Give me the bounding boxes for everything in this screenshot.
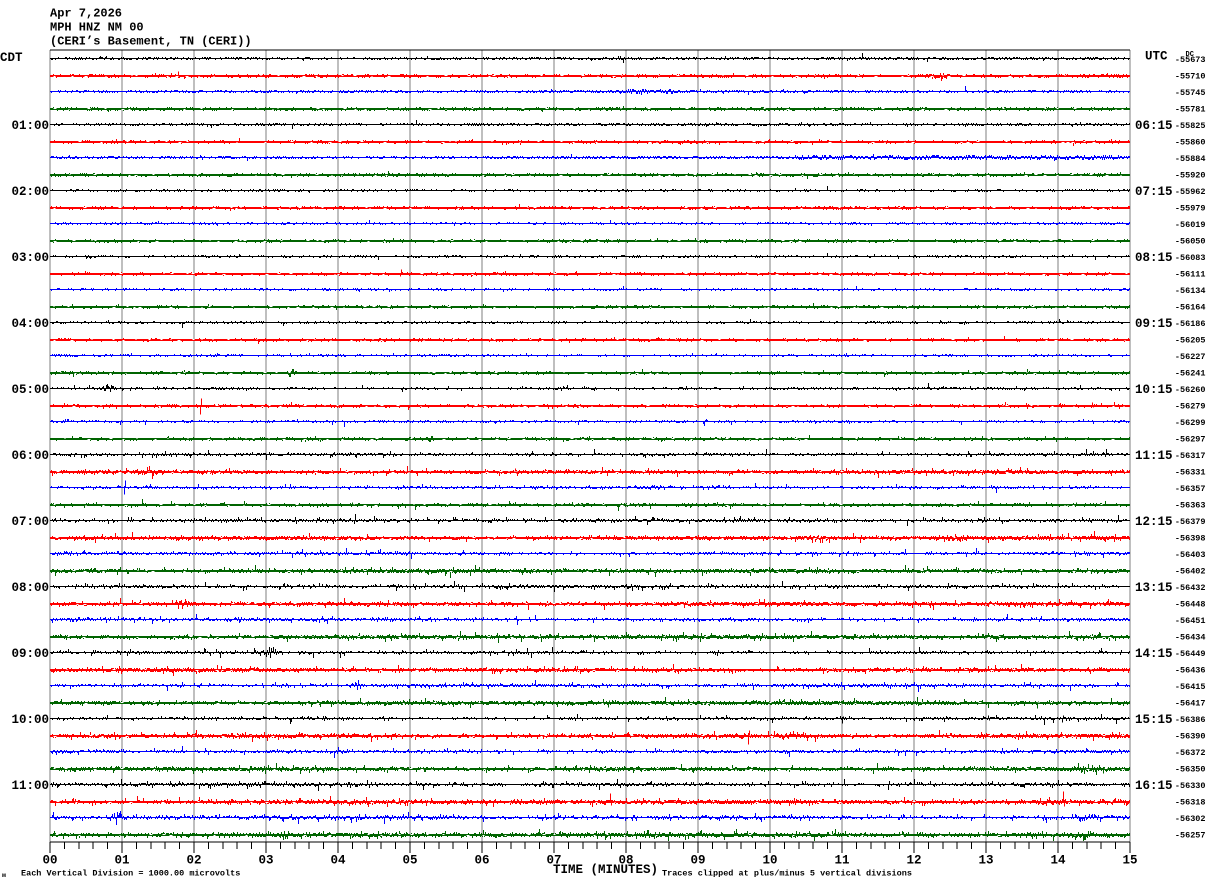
svg-text:DC: DC	[1186, 51, 1194, 59]
svg-text:-55962: -55962	[1175, 187, 1206, 197]
svg-text:-56297: -56297	[1175, 435, 1206, 445]
svg-text:-56299: -56299	[1175, 418, 1206, 428]
svg-text:-55884: -55884	[1175, 154, 1206, 164]
svg-text:01: 01	[114, 854, 129, 868]
svg-text:-56019: -56019	[1175, 220, 1206, 230]
svg-text:15:15: 15:15	[1135, 713, 1173, 727]
svg-text:12:15: 12:15	[1135, 515, 1173, 529]
svg-text:-56050: -56050	[1175, 237, 1206, 247]
svg-text:11: 11	[834, 854, 849, 868]
svg-text:-56449: -56449	[1175, 649, 1206, 659]
svg-text:12: 12	[906, 854, 921, 868]
svg-text:-56241: -56241	[1175, 369, 1206, 379]
svg-text:06:00: 06:00	[11, 449, 49, 463]
svg-text:-56403: -56403	[1175, 550, 1206, 560]
svg-text:08:15: 08:15	[1135, 251, 1173, 265]
svg-text:16:15: 16:15	[1135, 779, 1173, 793]
svg-text:06:15: 06:15	[1135, 119, 1173, 133]
svg-text:09:00: 09:00	[11, 647, 49, 661]
svg-text:-56372: -56372	[1175, 748, 1206, 758]
svg-text:09: 09	[690, 854, 705, 868]
svg-text:Traces clipped at plus/minus 5: Traces clipped at plus/minus 5 vertical …	[662, 869, 912, 879]
svg-text:-55745: -55745	[1175, 88, 1206, 98]
svg-text:-56434: -56434	[1175, 633, 1206, 643]
svg-text:11:00: 11:00	[11, 779, 49, 793]
svg-text:-55673: -55673	[1175, 55, 1206, 65]
svg-text:07:00: 07:00	[11, 515, 49, 529]
svg-text:-56386: -56386	[1175, 715, 1206, 725]
svg-text:CDT: CDT	[0, 51, 23, 65]
svg-text:-56317: -56317	[1175, 451, 1206, 461]
svg-text:-56417: -56417	[1175, 699, 1206, 709]
svg-text:-55825: -55825	[1175, 121, 1206, 131]
svg-text:05:00: 05:00	[11, 383, 49, 397]
svg-text:14:15: 14:15	[1135, 647, 1173, 661]
svg-text:-56363: -56363	[1175, 501, 1206, 511]
svg-text:-56357: -56357	[1175, 484, 1206, 494]
svg-text:м: м	[2, 872, 6, 879]
svg-text:15: 15	[1122, 854, 1137, 868]
svg-text:-55979: -55979	[1175, 204, 1206, 214]
svg-text:01:00: 01:00	[11, 119, 49, 133]
svg-text:-55860: -55860	[1175, 138, 1206, 148]
svg-text:-55781: -55781	[1175, 105, 1206, 115]
svg-text:13:15: 13:15	[1135, 581, 1173, 595]
svg-text:Apr 7,2026: Apr 7,2026	[50, 7, 122, 21]
svg-text:07:15: 07:15	[1135, 185, 1173, 199]
svg-text:-56436: -56436	[1175, 666, 1206, 676]
svg-text:03: 03	[258, 854, 273, 868]
svg-text:-56260: -56260	[1175, 385, 1206, 395]
svg-text:02:00: 02:00	[11, 185, 49, 199]
svg-text:07: 07	[546, 854, 561, 868]
svg-text:-56350: -56350	[1175, 765, 1206, 775]
svg-text:-56432: -56432	[1175, 583, 1206, 593]
svg-text:14: 14	[1050, 854, 1066, 868]
svg-text:06: 06	[474, 854, 489, 868]
svg-text:-56302: -56302	[1175, 814, 1206, 824]
svg-text:08: 08	[618, 854, 633, 868]
svg-text:00: 00	[42, 854, 57, 868]
svg-text:10:15: 10:15	[1135, 383, 1173, 397]
svg-text:-56083: -56083	[1175, 253, 1206, 263]
svg-text:-56164: -56164	[1175, 303, 1206, 313]
svg-text:-56398: -56398	[1175, 534, 1206, 544]
svg-text:TIME (MINUTES): TIME (MINUTES)	[553, 863, 658, 877]
svg-text:03:00: 03:00	[11, 251, 49, 265]
svg-text:09:15: 09:15	[1135, 317, 1173, 331]
svg-text:-55920: -55920	[1175, 171, 1206, 181]
svg-text:-56318: -56318	[1175, 798, 1206, 808]
svg-text:MPH HNZ NM 00: MPH HNZ NM 00	[50, 21, 144, 35]
svg-text:-56331: -56331	[1175, 468, 1206, 478]
svg-text:-56257: -56257	[1175, 831, 1206, 841]
svg-text:-56186: -56186	[1175, 319, 1206, 329]
svg-text:-56227: -56227	[1175, 352, 1206, 362]
svg-text:04:00: 04:00	[11, 317, 49, 331]
svg-text:13: 13	[978, 854, 993, 868]
svg-text:10: 10	[762, 854, 777, 868]
svg-text:05: 05	[402, 854, 417, 868]
svg-text:UTC: UTC	[1145, 50, 1168, 64]
svg-text:-56448: -56448	[1175, 600, 1206, 610]
svg-text:-56134: -56134	[1175, 286, 1206, 296]
svg-text:04: 04	[330, 854, 346, 868]
svg-text:Each Vertical Division = 1000.: Each Vertical Division = 1000.00 microvo…	[21, 869, 240, 879]
svg-text:-56330: -56330	[1175, 781, 1206, 791]
svg-text:-56279: -56279	[1175, 402, 1206, 412]
svg-text:(CERI’s Basement, TN (CERI)): (CERI’s Basement, TN (CERI))	[50, 35, 252, 49]
svg-text:08:00: 08:00	[11, 581, 49, 595]
svg-text:-56205: -56205	[1175, 336, 1206, 346]
svg-text:-55710: -55710	[1175, 72, 1206, 82]
svg-text:11:15: 11:15	[1135, 449, 1173, 463]
svg-text:-56390: -56390	[1175, 732, 1206, 742]
svg-text:-56402: -56402	[1175, 567, 1206, 577]
svg-text:10:00: 10:00	[11, 713, 49, 727]
svg-text:-56379: -56379	[1175, 517, 1206, 527]
svg-text:-56415: -56415	[1175, 682, 1206, 692]
svg-text:-56451: -56451	[1175, 616, 1206, 626]
svg-text:02: 02	[186, 854, 201, 868]
svg-text:-56111: -56111	[1175, 270, 1206, 280]
